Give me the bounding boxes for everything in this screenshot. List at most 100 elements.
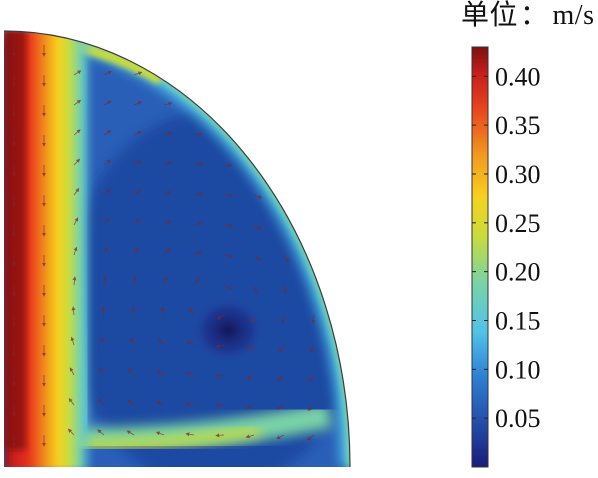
velocity-arrow xyxy=(100,336,105,346)
velocity-arrow xyxy=(101,306,106,316)
velocity-arrow xyxy=(185,371,195,376)
velocity-arrow xyxy=(223,284,232,290)
velocity-arrow xyxy=(186,341,195,346)
velocity-arrow xyxy=(223,223,233,228)
velocity-arrow xyxy=(193,132,203,137)
unit-separator: ： xyxy=(520,0,549,31)
velocity-arrow xyxy=(126,430,135,436)
velocity-field xyxy=(4,31,350,467)
velocity-arrow xyxy=(253,284,258,294)
velocity-arrow xyxy=(185,402,195,407)
velocity-arrow xyxy=(253,194,263,199)
velocity-arrow xyxy=(103,71,112,76)
velocity-arrow xyxy=(71,306,76,316)
velocity-arrow xyxy=(103,100,112,106)
velocity-arrow xyxy=(193,192,203,197)
velocity-arrow xyxy=(215,373,225,378)
velocity-arrow xyxy=(103,188,111,196)
velocity-arrow xyxy=(73,99,82,106)
velocity-arrow xyxy=(223,193,233,198)
velocity-arrow xyxy=(133,101,143,106)
colorbar-tick-label: 0.30 xyxy=(495,160,541,189)
colorbar-tick-label: 0.15 xyxy=(495,306,541,335)
velocity-arrow xyxy=(102,276,107,286)
velocity-arrow xyxy=(215,403,225,408)
velocity-arrow xyxy=(160,306,165,316)
unit-prefix: 单位 xyxy=(461,0,519,31)
velocity-arrow xyxy=(133,247,139,256)
velocity-arrow xyxy=(311,314,316,324)
velocity-arrow xyxy=(163,161,173,166)
velocity-arrow xyxy=(223,163,233,168)
velocity-arrow xyxy=(73,129,81,136)
velocity-arrow xyxy=(133,71,143,76)
velocity-arrow xyxy=(216,314,225,320)
velocity-arrow xyxy=(97,429,105,436)
velocity-arrow xyxy=(73,187,80,196)
velocity-arrow xyxy=(193,251,202,256)
velocity-arrow xyxy=(99,367,105,376)
colorbar-tick-label: 0.05 xyxy=(495,404,541,433)
velocity-arrow xyxy=(185,432,195,437)
velocity-arrow xyxy=(103,217,109,226)
velocity-arrow xyxy=(127,399,135,406)
velocity-arrows xyxy=(12,45,316,447)
colorbar-unit-label: 单位： m/s xyxy=(461,2,595,30)
velocity-arrow xyxy=(163,220,172,226)
velocity-arrow xyxy=(306,434,315,441)
colorbar-tick-label: 0.10 xyxy=(495,355,541,384)
velocity-arrow xyxy=(103,130,112,136)
colorbar-ticks: 0.05 0.10 0.15 0.20 0.25 0.30 0.35 0.40 xyxy=(472,62,541,433)
velocity-arrow xyxy=(97,398,105,406)
velocity-arrow xyxy=(67,428,75,436)
velocity-arrow xyxy=(310,344,315,354)
velocity-arrow xyxy=(193,277,200,286)
velocity-arrow xyxy=(215,433,225,438)
velocity-arrow xyxy=(276,404,285,410)
velocity-arrow xyxy=(253,254,261,261)
velocity-arrow xyxy=(133,160,142,166)
velocity-arrow xyxy=(73,246,78,256)
velocity-arrow xyxy=(129,337,135,346)
velocity-arrow xyxy=(133,218,140,226)
velocity-arrow xyxy=(156,401,165,406)
velocity-arrow xyxy=(131,306,136,316)
velocity-arrow xyxy=(253,224,262,230)
colorbar-tick-label: 0.40 xyxy=(495,62,541,91)
domain-boundary xyxy=(3,30,351,468)
velocity-arrow xyxy=(133,131,142,136)
colorbar-gradient xyxy=(471,46,489,468)
velocity-arrow xyxy=(73,70,82,76)
velocity-arrow xyxy=(188,307,195,316)
velocity-arrow xyxy=(128,368,135,376)
colorbar: 0.05 0.10 0.15 0.20 0.25 0.30 0.35 0.40 xyxy=(471,46,541,468)
velocity-arrow xyxy=(245,404,255,409)
velocity-arrow xyxy=(281,314,285,324)
colorbar-tick-label: 0.25 xyxy=(495,209,541,238)
velocity-arrow xyxy=(163,276,168,286)
velocity-arrow xyxy=(156,370,165,376)
velocity-arrow xyxy=(163,101,173,106)
colorbar-tick-label: 0.35 xyxy=(495,111,541,140)
unit-text: m/s xyxy=(552,0,595,31)
velocity-arrow xyxy=(70,336,75,346)
velocity-arrow xyxy=(69,367,75,376)
velocity-arrow xyxy=(193,162,203,167)
velocity-arrow xyxy=(132,276,137,286)
velocity-arrow xyxy=(133,189,141,196)
velocity-arrow xyxy=(68,397,75,406)
velocity-arrow xyxy=(308,374,315,383)
velocity-arrow xyxy=(103,246,108,256)
velocity-arrow xyxy=(279,344,285,353)
velocity-arrow xyxy=(245,434,255,439)
velocity-arrow xyxy=(223,253,233,258)
velocity-arrow xyxy=(276,434,285,440)
velocity-arrow xyxy=(163,191,172,196)
velocity-arrow xyxy=(277,374,285,381)
velocity-arrow xyxy=(307,404,315,412)
velocity-arrow xyxy=(158,338,165,346)
velocity-arrow xyxy=(283,284,287,294)
velocity-arrow xyxy=(73,158,81,166)
